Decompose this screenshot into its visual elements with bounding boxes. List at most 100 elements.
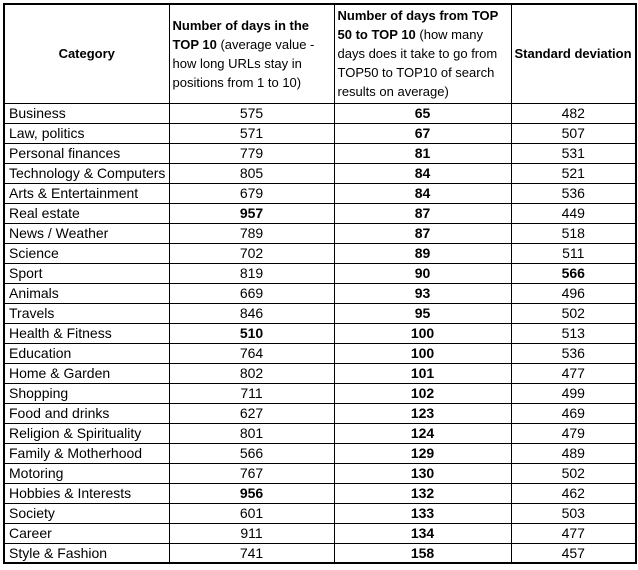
table-row: Shopping 711 102 499 [3, 382, 637, 404]
value-cell: 469 [510, 402, 637, 424]
value-cell: 669 [168, 282, 335, 304]
value-cell: 531 [510, 142, 637, 164]
table-row: Career 911 134 477 [3, 522, 637, 544]
value-cell: 846 [168, 302, 335, 324]
table-body: Business 575 65 482 Law, politics 571 67 507 Per… [3, 102, 637, 564]
table-row: Sport 819 90 566 [3, 262, 637, 284]
value-cell: 84 [333, 182, 512, 204]
value-cell: 95 [333, 302, 512, 324]
value-cell: 502 [510, 302, 637, 324]
value-cell: 158 [333, 542, 512, 564]
value-cell: 499 [510, 382, 637, 404]
value-cell: 521 [510, 162, 637, 184]
value-cell: 87 [333, 222, 512, 244]
value-cell: 819 [168, 262, 335, 284]
table-row: Law, politics 571 67 507 [3, 122, 637, 144]
value-cell: 89 [333, 242, 512, 264]
value-cell: 489 [510, 442, 637, 464]
table-row: Animals 669 93 496 [3, 282, 637, 304]
header-days-in-top10: Number of days in the TOP 10 (average va… [168, 3, 335, 104]
value-cell: 518 [510, 222, 637, 244]
value-cell: 477 [510, 522, 637, 544]
category-cell: Home & Garden [3, 362, 170, 384]
category-cell: Education [3, 342, 170, 364]
value-cell: 801 [168, 422, 335, 444]
category-cell: Technology & Computers [3, 162, 170, 184]
value-cell: 67 [333, 122, 512, 144]
category-cell: Health & Fitness [3, 322, 170, 344]
table-row: Personal finances 779 81 531 [3, 142, 637, 164]
value-cell: 511 [510, 242, 637, 264]
category-cell: Sport [3, 262, 170, 284]
header-standard-deviation: Standard deviation [510, 3, 637, 104]
table-row: Education 764 100 536 [3, 342, 637, 364]
table-row: Technology & Computers 805 84 521 [3, 162, 637, 184]
category-cell: Science [3, 242, 170, 264]
table-row: Hobbies & Interests 956 132 462 [3, 482, 637, 504]
value-cell: 100 [333, 322, 512, 344]
value-cell: 462 [510, 482, 637, 504]
value-cell: 764 [168, 342, 335, 364]
category-cell: Animals [3, 282, 170, 304]
table-row: Religion & Spirituality 801 124 479 [3, 422, 637, 444]
table-row: Travels 846 95 502 [3, 302, 637, 324]
value-cell: 956 [168, 482, 335, 504]
value-cell: 502 [510, 462, 637, 484]
table-row: Home & Garden 802 101 477 [3, 362, 637, 384]
value-cell: 566 [510, 262, 637, 284]
value-cell: 702 [168, 242, 335, 264]
header-days-in-top10-note: (average value - how long URLs stay in p… [172, 36, 315, 90]
table-row: Food and drinks 627 123 469 [3, 402, 637, 424]
category-cell: Shopping [3, 382, 170, 404]
value-cell: 601 [168, 502, 335, 524]
value-cell: 513 [510, 322, 637, 344]
value-cell: 457 [510, 542, 637, 564]
value-cell: 449 [510, 202, 637, 224]
value-cell: 911 [168, 522, 335, 544]
table-row: Business 575 65 482 [3, 102, 637, 124]
category-cell: Business [3, 102, 170, 124]
category-cell: Hobbies & Interests [3, 482, 170, 504]
value-cell: 134 [333, 522, 512, 544]
category-cell: Law, politics [3, 122, 170, 144]
header-days-top50-to-top10-title: Number of days from TOP 50 to TOP 10 [337, 8, 499, 43]
seo-category-table: Category Number of days in the TOP 10 (a… [3, 3, 637, 564]
value-cell: 477 [510, 362, 637, 384]
value-cell: 132 [333, 482, 512, 504]
category-cell: Career [3, 522, 170, 544]
category-cell: Travels [3, 302, 170, 324]
table-row: Family & Motherhood 566 129 489 [3, 442, 637, 464]
value-cell: 101 [333, 362, 512, 384]
category-cell: Arts & Entertainment [3, 182, 170, 204]
value-cell: 507 [510, 122, 637, 144]
value-cell: 81 [333, 142, 512, 164]
value-cell: 536 [510, 342, 637, 364]
header-days-top50-to-top10-note: (how many days does it take to go from T… [337, 27, 498, 100]
value-cell: 566 [168, 442, 335, 464]
table-row: Arts & Entertainment 679 84 536 [3, 182, 637, 204]
value-cell: 133 [333, 502, 512, 524]
value-cell: 503 [510, 502, 637, 524]
value-cell: 779 [168, 142, 335, 164]
value-cell: 741 [168, 542, 335, 564]
category-cell: Motoring [3, 462, 170, 484]
category-cell: Style & Fashion [3, 542, 170, 564]
category-cell: Family & Motherhood [3, 442, 170, 464]
category-cell: Religion & Spirituality [3, 422, 170, 444]
table-row: Real estate 957 87 449 [3, 202, 637, 224]
value-cell: 510 [168, 322, 335, 344]
header-category: Category [3, 3, 170, 104]
value-cell: 575 [168, 102, 335, 124]
category-cell: Food and drinks [3, 402, 170, 424]
header-row: Category Number of days in the TOP 10 (a… [3, 3, 637, 104]
value-cell: 102 [333, 382, 512, 404]
value-cell: 627 [168, 402, 335, 424]
value-cell: 957 [168, 202, 335, 224]
value-cell: 571 [168, 122, 335, 144]
value-cell: 711 [168, 382, 335, 404]
table-row: Health & Fitness 510 100 513 [3, 322, 637, 344]
value-cell: 93 [333, 282, 512, 304]
table-row: Style & Fashion 741 158 457 [3, 542, 637, 564]
value-cell: 129 [333, 442, 512, 464]
